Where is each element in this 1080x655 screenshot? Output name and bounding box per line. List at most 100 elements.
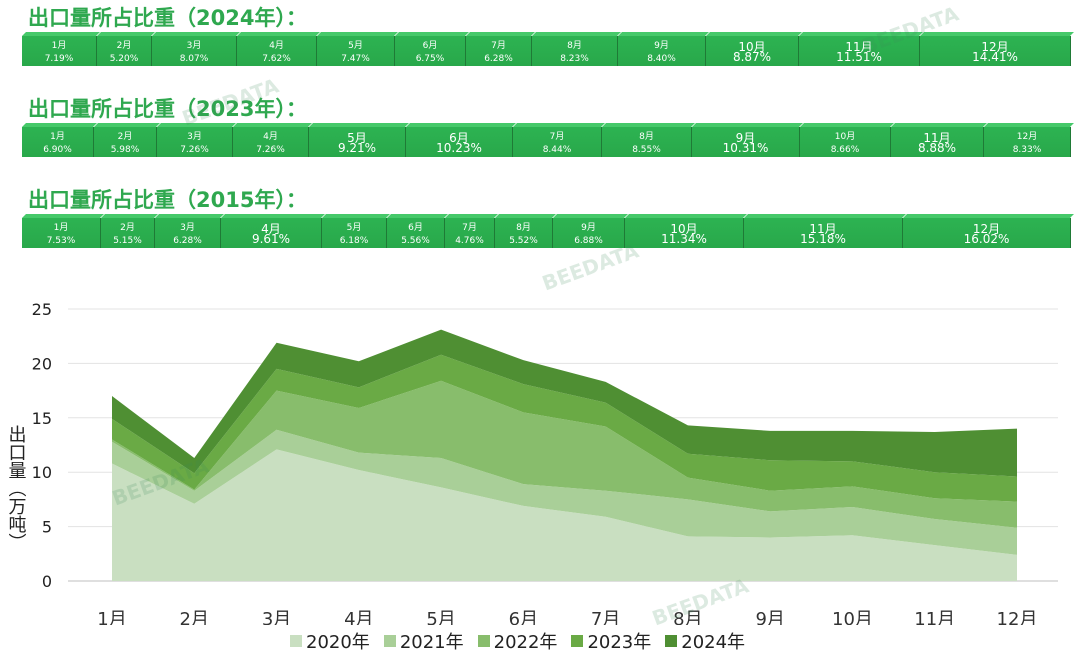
ratio-cell-percent: 11.51% xyxy=(836,50,882,64)
ratio-cell-month: 7月 xyxy=(549,132,565,142)
ratio-cell-month: 1月 xyxy=(53,223,69,233)
ratio-cell-percent: 5.15% xyxy=(113,236,142,246)
ratio-strip-2023: 1月 6.90% 2月 5.98% 3月 7.26% 4月 7.26% 5月 9.21% 6月 10.… xyxy=(22,123,1071,157)
ratio-cell-month: 7月 xyxy=(491,41,506,51)
ratio-cell-percent: 8.44% xyxy=(542,145,572,155)
ratio-cell-month: 8月 xyxy=(516,223,531,233)
ratio-cell-percent: 8.33% xyxy=(1012,145,1042,155)
y-tick-label: 25 xyxy=(32,300,52,319)
ratio-cell: 7月 4.76% xyxy=(445,218,495,248)
ratio-cell: 8月 8.55% xyxy=(602,127,692,157)
legend-label: 2020年 xyxy=(306,632,370,653)
legend-item: 2022年 xyxy=(477,628,557,654)
ratio-cell: 10月 8.87% xyxy=(706,36,799,66)
ratio-cell-percent: 7.19% xyxy=(44,54,74,64)
ratio-cell: 3月 7.26% xyxy=(157,127,233,157)
ratio-cell-month: 11月 xyxy=(845,40,873,54)
legend-item: 2023年 xyxy=(571,628,651,654)
y-tick-label: 0 xyxy=(42,572,52,591)
ratio-cell: 1月 7.19% xyxy=(22,36,97,66)
ratio-cell: 3月 6.28% xyxy=(155,218,221,248)
x-tick-label: 7月 xyxy=(591,609,620,625)
ratio-cell-percent: 6.28% xyxy=(484,54,513,64)
ratio-cell-percent: 16.02% xyxy=(963,232,1010,246)
ratio-cell-percent: 8.40% xyxy=(647,54,676,64)
ratio-cell-percent: 7.26% xyxy=(256,145,285,155)
legend-swatch xyxy=(477,635,490,647)
x-tick-label: 11月 xyxy=(914,609,955,625)
ratio-cell: 6月 6.75% xyxy=(395,36,466,66)
ratio-cell-month: 8月 xyxy=(567,41,582,51)
ratio-cell: 9月 10.31% xyxy=(692,127,800,157)
ratio-cell-month: 12月 xyxy=(972,222,1001,236)
ratio-cell: 1月 7.53% xyxy=(22,218,101,248)
ratio-cell: 7月 8.44% xyxy=(513,127,602,157)
ratio-cell-month: 9月 xyxy=(735,131,756,145)
x-tick-label: 2月 xyxy=(180,609,209,625)
area-series-4 xyxy=(112,329,1017,477)
section-title-2023: 出口量所占比重（2023年）： xyxy=(28,97,307,121)
ratio-cell-month: 4月 xyxy=(269,41,284,51)
ratio-cell-month: 3月 xyxy=(180,223,195,233)
area-series-2 xyxy=(112,380,1017,528)
ratio-cell-month: 12月 xyxy=(1016,132,1038,142)
ratio-cell-month: 5月 xyxy=(348,41,363,51)
ratio-cell-percent: 4.76% xyxy=(455,236,484,246)
ratio-cell: 2月 5.15% xyxy=(101,218,155,248)
ratio-cell-percent: 5.56% xyxy=(401,236,430,246)
ratio-cell-month: 12月 xyxy=(981,40,1009,54)
x-tick-label: 8月 xyxy=(673,609,702,625)
legend-swatch xyxy=(571,635,584,647)
ratio-cell-percent: 6.75% xyxy=(415,54,445,64)
x-tick-label: 5月 xyxy=(426,609,455,625)
ratio-cell-month: 3月 xyxy=(186,41,202,51)
ratio-cell-percent: 8.55% xyxy=(632,145,661,155)
ratio-cell: 9月 8.40% xyxy=(618,36,706,66)
x-tick-label: 4月 xyxy=(344,609,373,625)
ratio-cell-month: 11月 xyxy=(923,131,951,145)
ratio-cell-percent: 6.28% xyxy=(173,236,202,246)
ratio-cell-month: 6月 xyxy=(408,223,423,233)
x-tick-label: 9月 xyxy=(755,609,784,625)
ratio-cell-percent: 9.21% xyxy=(337,141,377,155)
area-series-1 xyxy=(112,429,1017,555)
legend-item: 2021年 xyxy=(383,628,464,654)
ratio-cell-month: 10月 xyxy=(834,132,856,142)
stacked-area-chart: 0 5 10 15 20 25 1月 2月 3月 4月 5月 6月 7月 8月 9月 10月 11月 12月 出口量… xyxy=(6,300,1058,625)
ratio-cell-percent: 9.61% xyxy=(251,232,291,246)
ratio-cell-month: 8月 xyxy=(639,132,654,142)
ratio-cell: 5月 9.21% xyxy=(309,127,406,157)
ratio-cell-percent: 7.53% xyxy=(46,236,76,246)
ratio-cell-month: 2月 xyxy=(116,41,132,51)
ratio-cell: 6月 5.56% xyxy=(387,218,445,248)
ratio-cell-month: 5月 xyxy=(347,131,367,145)
ratio-cell: 3月 8.07% xyxy=(152,36,237,66)
ratio-cell-percent: 7.47% xyxy=(341,54,370,64)
ratio-cell-month: 1月 xyxy=(51,41,67,51)
ratio-cell-month: 6月 xyxy=(449,131,469,145)
legend-label: 2024年 xyxy=(681,632,746,653)
ratio-cell: 9月 6.88% xyxy=(553,218,625,248)
ratio-cell: 11月 15.18% xyxy=(744,218,903,248)
y-tick-label: 10 xyxy=(32,463,52,482)
ratio-cell: 10月 11.34% xyxy=(625,218,744,248)
ratio-cell-percent: 8.23% xyxy=(560,54,589,64)
x-tick-label: 1月 xyxy=(97,609,126,625)
ratio-cell-month: 2月 xyxy=(117,132,133,142)
area-series-0 xyxy=(112,449,1017,581)
ratio-cell: 10月 8.66% xyxy=(800,127,891,157)
ratio-cell: 12月 8.33% xyxy=(984,127,1071,157)
ratio-cell: 12月 16.02% xyxy=(903,218,1071,248)
x-tick-label: 3月 xyxy=(262,609,291,625)
ratio-cell-percent: 5.52% xyxy=(509,236,538,246)
ratio-cell: 4月 9.61% xyxy=(221,218,322,248)
ratio-cell-percent: 10.31% xyxy=(722,141,769,155)
ratio-cell-month: 7月 xyxy=(462,223,477,233)
ratio-cell-percent: 6.18% xyxy=(339,236,369,246)
y-tick-label: 15 xyxy=(32,409,52,428)
chart-legend: 2020年 2021年 2022年 2023年 2024年 xyxy=(290,628,745,654)
ratio-cell-month: 2月 xyxy=(120,223,135,233)
area-series-3 xyxy=(112,354,1017,502)
ratio-cell-percent: 15.18% xyxy=(800,232,846,246)
ratio-cell-percent: 11.34% xyxy=(661,232,707,246)
